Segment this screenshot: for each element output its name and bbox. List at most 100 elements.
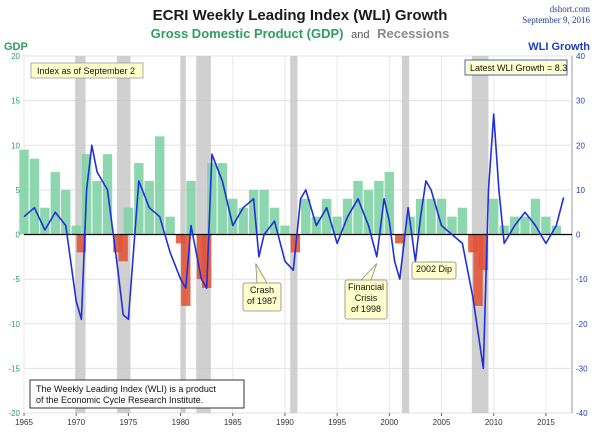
gdp-bar (29, 158, 40, 235)
gdp-bar (228, 198, 238, 235)
gdp-bar (186, 180, 196, 235)
gdp-bar (201, 234, 212, 289)
annotation-text: of 1987 (247, 296, 277, 306)
x-tick-label: 2010 (485, 418, 503, 427)
index-date-text: Index as of September 2 (37, 66, 135, 76)
y-tick-label-right: 0 (576, 231, 581, 240)
x-tick-label: 1990 (276, 418, 294, 427)
chart-title: ECRI Weekly Leading Index (WLI) Growth (153, 7, 448, 24)
gdp-bar (71, 225, 81, 235)
x-tick-label: 2000 (380, 418, 398, 427)
gdp-bar (457, 207, 468, 235)
subtitle-gdp: Gross Domestic Product (GDP) (151, 26, 344, 41)
gdp-bar (76, 234, 87, 253)
y-tick-label-right: -20 (576, 320, 588, 329)
y-tick-label-left: 15 (11, 97, 20, 106)
y-tick-label-right: 30 (576, 97, 585, 106)
gdp-bar (530, 198, 541, 235)
y-ticks-right: -40 -30 -20 -10 0 10 20 30 40 (576, 52, 588, 418)
gdp-bar (92, 180, 102, 235)
gdp-bar (207, 163, 217, 235)
gdp-bar (301, 198, 311, 235)
credit-site: dshort.com (550, 4, 590, 14)
gdp-bar (395, 234, 405, 244)
wli-line (23, 113, 565, 370)
y-tick-label-left: 10 (11, 141, 20, 150)
annotation-dip-2002: 2002 Dip (411, 261, 457, 280)
latest-wli-text: Latest WLI Growth = 8.3 (470, 63, 567, 73)
gdp-bar (541, 216, 551, 235)
gdp-bar (40, 207, 50, 235)
annotation-text: of 1998 (351, 304, 381, 314)
gdp-bar (19, 149, 29, 235)
gdp-bar (478, 234, 488, 271)
gdp-bar (123, 207, 134, 235)
gdp-bar (468, 234, 478, 253)
index-date-box: Index as of September 2 (30, 62, 144, 79)
gdp-bar (374, 180, 384, 235)
y-tick-label-right: 40 (576, 52, 585, 61)
x-tick-label: 1965 (15, 418, 33, 427)
y-tick-label-left: -10 (8, 320, 20, 329)
y-ticks-left: -20 -15 -10 -5 0 5 10 15 20 (8, 52, 20, 418)
gdp-bar (134, 163, 144, 235)
annotation-text: Crash (250, 285, 274, 295)
annotation-text: Crisis (355, 293, 378, 303)
subtitle-and: and (351, 29, 369, 41)
y-tick-label-right: -10 (576, 275, 588, 284)
gdp-bar (332, 216, 342, 235)
gdp-bar (259, 189, 269, 235)
source-line-1: The Weekly Leading Index (WLI) is a prod… (36, 384, 216, 394)
gdp-bar (384, 172, 395, 235)
x-ticks: 1965 1970 1975 1980 1985 1990 1995 2000 2005 2010… (15, 413, 555, 427)
gdp-bar (499, 225, 509, 235)
source-box: The Weekly Leading Index (WLI) is a prod… (29, 379, 245, 409)
gdp-bar (238, 207, 248, 235)
left-axis-label: GDP (4, 41, 28, 53)
gdp-bar (280, 225, 290, 235)
annotation-box (242, 282, 282, 312)
gdp-bar (113, 234, 123, 253)
gdp-bar (175, 234, 186, 244)
annotation-box (411, 261, 457, 280)
x-tick-label: 1980 (172, 418, 190, 427)
source-line-2: of the Economic Cycle Research Institute… (36, 395, 203, 405)
gdp-bar (154, 136, 165, 235)
credit-date: September 9, 2016 (522, 15, 590, 25)
gdp-bar (248, 189, 259, 235)
y-tick-label-right: 20 (576, 141, 585, 150)
y-tick-label-right: 10 (576, 186, 585, 195)
subtitle-recessions: Recessions (377, 26, 449, 41)
gdp-bar (363, 189, 374, 235)
x-tick-label: 2005 (433, 418, 451, 427)
y-tick-label-left: 0 (16, 231, 21, 240)
gdp-bar (473, 234, 483, 306)
y-tick-label-left: -5 (13, 275, 21, 284)
x-tick-label: 1985 (224, 418, 242, 427)
gdp-bar (520, 216, 530, 235)
gdp-bar (489, 198, 499, 235)
annotation-box (344, 279, 388, 320)
annotation-text: 2002 Dip (416, 264, 452, 274)
gdp-bar (61, 189, 71, 235)
x-tick-label: 1975 (119, 418, 137, 427)
annotation-text: Financial (348, 282, 384, 292)
gdp-bar (353, 180, 363, 235)
x-tick-label: 2015 (537, 418, 555, 427)
chart-subtitle: Gross Domestic Product (GDP) and Recessi… (151, 26, 450, 41)
gdp-bar (196, 234, 207, 280)
gdp-bar (551, 225, 562, 235)
right-axis-label: WLI Growth (528, 41, 590, 53)
gdp-bar (181, 234, 191, 306)
y-tick-label-left: 5 (16, 186, 21, 195)
y-tick-label-left: -20 (8, 409, 20, 418)
wli-line-group (23, 113, 565, 370)
y-tick-label-right: -40 (576, 409, 588, 418)
gdp-bar (447, 216, 457, 235)
gdp-bar (322, 198, 332, 235)
gdp-bar (50, 172, 61, 235)
